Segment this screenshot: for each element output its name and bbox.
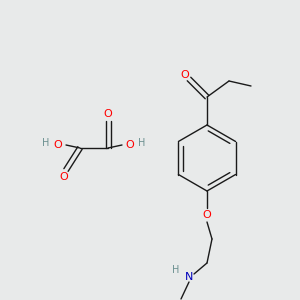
Text: H: H [42,138,50,148]
Text: H: H [138,138,146,148]
Text: O: O [202,210,211,220]
Text: O: O [103,109,112,119]
Text: O: O [126,140,134,150]
Text: H: H [172,265,180,275]
Text: N: N [185,272,193,282]
Text: O: O [54,140,62,150]
Text: O: O [60,172,68,182]
Text: O: O [181,70,189,80]
